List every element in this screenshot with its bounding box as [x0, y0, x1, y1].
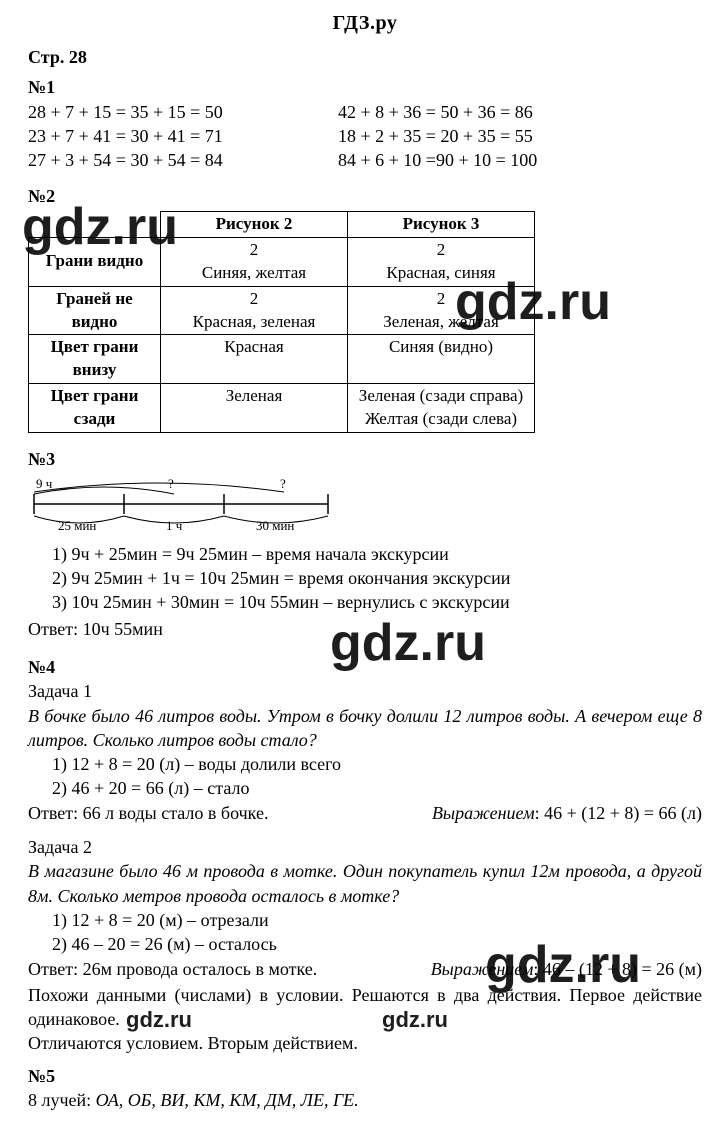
n1-row: 23 + 7 + 41 = 30 + 41 = 71 18 + 2 + 35 =… [28, 124, 702, 148]
n2-col-header-2: Рисунок 3 [348, 211, 535, 237]
n2-cell: Красная [161, 335, 348, 384]
n2-cell-top: 2 [437, 289, 446, 308]
n2-cell: 2 Синяя, желтая [161, 237, 348, 286]
n4-task1-expr-rest: : 46 + (12 + 8) = 66 (л) [535, 803, 702, 823]
n1-left-2: 27 + 3 + 54 = 30 + 54 = 84 [28, 148, 338, 172]
n5-text: 8 лучей: ОА, ОБ, ВИ, КМ, КМ, ДМ, ЛЕ, ГЕ. [28, 1088, 702, 1112]
n4-task2-title: Задача 2 [28, 835, 702, 859]
page-container: ГДЗ.ру Стр. 28 №1 28 + 7 + 15 = 35 + 15 … [0, 0, 720, 1132]
n4-task2-answer-left: Ответ: 26м провода осталось в мотке. [28, 957, 317, 981]
n3-diagram-svg: 9 ч ? ? 25 мин 1 ч 30 мин [28, 476, 338, 532]
n1-right-0: 42 + 8 + 36 = 50 + 36 = 86 [338, 100, 702, 124]
n4-task1-answer-left: Ответ: 66 л воды стало в бочке. [28, 801, 268, 825]
n2-cell-bot: Зеленая, желтая [383, 312, 499, 331]
n4-compare-0: Похожи данными (числами) в условии. Реша… [28, 983, 702, 1032]
diagram-label-9h: 9 ч [36, 476, 53, 491]
section-n1-label: №1 [28, 75, 702, 99]
n4-task2-line-0: 1) 12 + 8 = 20 (м) – отрезали [28, 908, 702, 932]
n1-row: 28 + 7 + 15 = 35 + 15 = 50 42 + 8 + 36 =… [28, 100, 702, 124]
diagram-bottom-2: 30 мин [256, 518, 294, 532]
n1-left-1: 23 + 7 + 41 = 30 + 41 = 71 [28, 124, 338, 148]
n2-rowhead-0: Грани видно [29, 237, 161, 286]
n3-diagram: 9 ч ? ? 25 мин 1 ч 30 мин [28, 476, 702, 538]
n1-right-1: 18 + 2 + 35 = 20 + 35 = 55 [338, 124, 702, 148]
n1-row: 27 + 3 + 54 = 30 + 54 = 84 84 + 6 + 10 =… [28, 148, 702, 172]
n2-cell: Зеленая (сзади справа) Желтая (сзади сле… [348, 384, 535, 433]
n4-compare-1: Отличаются условием. Вторым действием. [28, 1031, 702, 1055]
n2-rowhead-3: Цвет грани сзади [29, 384, 161, 433]
n3-answer: Ответ: 10ч 55мин [28, 617, 702, 641]
n1-right-2: 84 + 6 + 10 =90 + 10 = 100 [338, 148, 702, 172]
n4-task2-answer-row: Ответ: 26м провода осталось в мотке. Выр… [28, 957, 702, 981]
n4-task2-expr-prefix: Выражением [431, 959, 534, 979]
n2-cell-top: 2 [437, 240, 446, 259]
n2-cell-bot: Синяя, желтая [202, 263, 306, 282]
n2-cell: 2 Красная, синяя [348, 237, 535, 286]
n2-cell-top: 2 [250, 240, 259, 259]
section-n5-label: №5 [28, 1064, 702, 1088]
n2-corner [29, 211, 161, 237]
n2-rowhead-2: Цвет грани внизу [29, 335, 161, 384]
n3-line-1: 2) 9ч 25мин + 1ч = 10ч 25мин = время око… [28, 566, 702, 590]
n4-task1-line-1: 2) 46 + 20 = 66 (л) – стало [28, 776, 702, 800]
n2-cell: 2 Красная, зеленая [161, 286, 348, 335]
n2-cell: Синяя (видно) [348, 335, 535, 384]
section-n2-label: №2 [28, 184, 702, 208]
n4-task2-expr-rest: : 46 – (12 + 8) = 26 (м) [533, 959, 702, 979]
n4-task1-expr-prefix: Выражением [432, 803, 535, 823]
diagram-bottom-0: 25 мин [58, 518, 96, 532]
n4-task1-answer-row: Ответ: 66 л воды стало в бочке. Выражени… [28, 801, 702, 825]
n1-left-0: 28 + 7 + 15 = 35 + 15 = 50 [28, 100, 338, 124]
n5-rays: ОА, ОБ, ВИ, КМ, КМ, ДМ, ЛЕ, ГЕ. [96, 1090, 359, 1110]
section-n4-label: №4 [28, 655, 702, 679]
n2-cell-top: Зеленая (сзади справа) [359, 386, 523, 405]
diagram-label-q2: ? [280, 476, 286, 491]
n2-cell-bot: Красная, синяя [386, 263, 495, 282]
diagram-bottom-1: 1 ч [166, 518, 183, 532]
page-label: Стр. 28 [28, 45, 702, 69]
n3-line-2: 3) 10ч 25мин + 30мин = 10ч 55мин – верну… [28, 590, 702, 614]
n2-cell: Зеленая [161, 384, 348, 433]
n4-task1-line-0: 1) 12 + 8 = 20 (л) – воды долили всего [28, 752, 702, 776]
n4-task1-prompt: В бочке было 46 литров воды. Утром в боч… [28, 704, 702, 753]
n2-col-header-1: Рисунок 2 [161, 211, 348, 237]
n4-task2-line-1: 2) 46 – 20 = 26 (м) – осталось [28, 932, 702, 956]
n4-task2-prompt: В магазине было 46 м провода в мотке. Од… [28, 859, 702, 908]
n2-cell-bot: Красная, зеленая [193, 312, 316, 331]
n2-cell-top: 2 [250, 289, 259, 308]
n2-table: Рисунок 2 Рисунок 3 Грани видно 2 Синяя,… [28, 211, 535, 433]
n3-line-0: 1) 9ч + 25мин = 9ч 25мин – время начала … [28, 542, 702, 566]
n5-prefix: 8 лучей: [28, 1090, 96, 1110]
section-n3-label: №3 [28, 447, 702, 471]
n4-task1-answer-right: Выражением: 46 + (12 + 8) = 66 (л) [432, 801, 702, 825]
n2-cell: 2 Зеленая, желтая [348, 286, 535, 335]
n2-rowhead-1: Граней не видно [29, 286, 161, 335]
site-header: ГДЗ.ру [28, 10, 702, 37]
n4-task2-answer-right: Выражением: 46 – (12 + 8) = 26 (м) [431, 957, 702, 981]
n2-cell-bot: Желтая (сзади слева) [365, 409, 517, 428]
n4-task1-title: Задача 1 [28, 679, 702, 703]
